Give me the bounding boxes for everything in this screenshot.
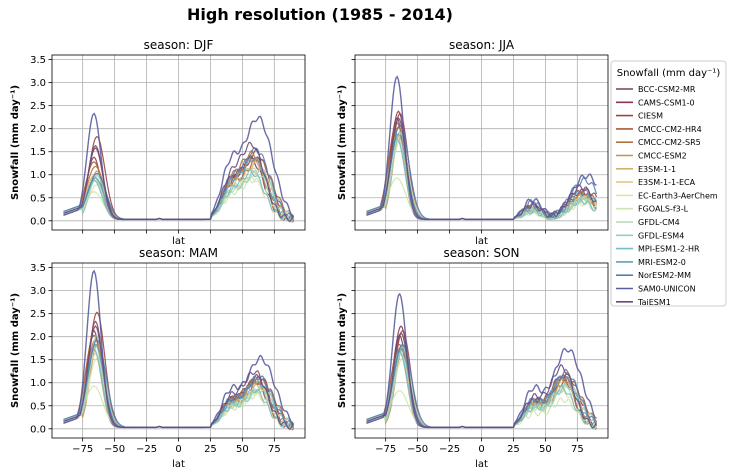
series-line-TaiESM1: [366, 117, 597, 221]
legend-entry-label: FGOALS-f3-L: [638, 205, 689, 214]
y-axis-label: Snowfall (mm day⁻¹): [337, 293, 348, 408]
y-tick-label: 1.0: [30, 378, 46, 389]
y-axis-label: Snowfall (mm day⁻¹): [10, 293, 21, 408]
y-tick-label: 0.0: [30, 424, 46, 435]
panel-title: season: SON: [443, 246, 519, 260]
legend-entry-label: CAMS-CSM1-0: [638, 98, 695, 107]
legend-entry-label: BCC-CSM2-MR: [638, 85, 696, 94]
y-tick-label: 3.5: [30, 55, 46, 66]
x-tick-label: −50: [407, 444, 428, 455]
legend-entry-label: EC-Earth3-AerChem: [638, 191, 718, 200]
series-group: [63, 112, 295, 223]
series-line-TaiESM1: [366, 332, 597, 429]
legend-entry-label: GFDL-CM4: [638, 218, 680, 227]
y-tick-label: 2.5: [30, 309, 46, 320]
x-axis-label: lat: [172, 236, 185, 247]
series-line-TaiESM1: [63, 141, 294, 223]
x-tick-label: 50: [236, 444, 249, 455]
series-group: [63, 269, 295, 431]
legend-entry-label: GFDL-ESM4: [638, 231, 684, 240]
figure-title: High resolution (1985 - 2014): [187, 5, 453, 24]
x-tick-label: −50: [104, 444, 125, 455]
legend-title: Snowfall (mm day⁻¹): [617, 68, 721, 79]
panel-0: 0.0 0.5 1.0 1.5 2.0 2.5 3.0 3.5 season: DJF lat Sn…: [10, 38, 306, 247]
x-tick-label: 25: [507, 444, 520, 455]
legend-entry-label: MPI-ESM1-2-HR: [638, 245, 700, 254]
panel-3: −75 −50 −25 0 25 50 75 season: SON lat Snowfall (…: [337, 246, 609, 470]
legend-entry-label: NorESM2-MM: [638, 271, 691, 280]
y-tick-label: 2.0: [30, 332, 46, 343]
legend-entry-label: MRI-ESM2-0: [638, 258, 686, 267]
y-tick-label: 0.5: [30, 193, 46, 204]
y-tick-label: 1.0: [30, 170, 46, 181]
y-tick-label: 1.5: [30, 147, 46, 158]
legend-entry-label: TaiESM1: [637, 298, 671, 307]
y-tick-label: 0.0: [30, 216, 46, 227]
panel-title: season: MAM: [139, 246, 218, 260]
series-line-TaiESM1: [63, 325, 294, 430]
legend-entry-label: E3SM-1-1-ECA: [638, 178, 696, 187]
legend-entry-label: CMCC-ESM2: [638, 152, 687, 161]
panel-2: −75 −50 −25 0 25 50 75 0.0 0.5 1.0 1.5 2.0 2.5 3.0 3.5…: [10, 246, 306, 470]
panel-title: season: JJA: [449, 38, 515, 52]
legend-box: [610, 60, 727, 307]
series-group: [366, 292, 598, 430]
legend-entry-label: SAM0-UNICON: [638, 285, 696, 294]
series-group: [366, 75, 598, 221]
x-tick-label: 75: [268, 444, 281, 455]
x-axis-label: lat: [475, 236, 488, 247]
y-axis-label: Snowfall (mm day⁻¹): [10, 85, 21, 200]
x-tick-label: −25: [136, 444, 157, 455]
x-tick-label: −25: [439, 444, 460, 455]
x-axis-label: lat: [475, 459, 488, 470]
x-tick-label: 0: [175, 444, 181, 455]
x-tick-label: −75: [375, 444, 396, 455]
panel-1: season: JJA lat Snowfall (mm day⁻¹): [337, 38, 609, 247]
y-tick-label: 3.0: [30, 78, 46, 89]
y-tick-label: 3.0: [30, 286, 46, 297]
legend-entry-label: CIESM: [638, 112, 663, 121]
x-tick-label: 25: [204, 444, 217, 455]
legend-entry-label: E3SM-1-1: [638, 165, 676, 174]
y-tick-label: 1.5: [30, 355, 46, 366]
x-tick-label: 50: [539, 444, 552, 455]
panels-group: 0.0 0.5 1.0 1.5 2.0 2.5 3.0 3.5 season: DJF lat Sn…: [10, 38, 609, 470]
legend-entry-label: CMCC-CM2-HR4: [638, 125, 702, 134]
y-tick-label: 0.5: [30, 401, 46, 412]
legend: Snowfall (mm day⁻¹) BCC-CSM2-MR CAMS-CSM1-…: [610, 60, 727, 307]
x-tick-label: 75: [571, 444, 584, 455]
legend-entry-label: CMCC-CM2-SR5: [638, 138, 701, 147]
y-tick-label: 2.0: [30, 124, 46, 135]
x-axis-label: lat: [172, 459, 185, 470]
x-tick-label: 0: [478, 444, 484, 455]
y-tick-label: 2.5: [30, 101, 46, 112]
panel-title: season: DJF: [144, 38, 214, 52]
y-tick-label: 3.5: [30, 263, 46, 274]
y-axis-label: Snowfall (mm day⁻¹): [337, 85, 348, 200]
x-tick-label: −75: [72, 444, 93, 455]
